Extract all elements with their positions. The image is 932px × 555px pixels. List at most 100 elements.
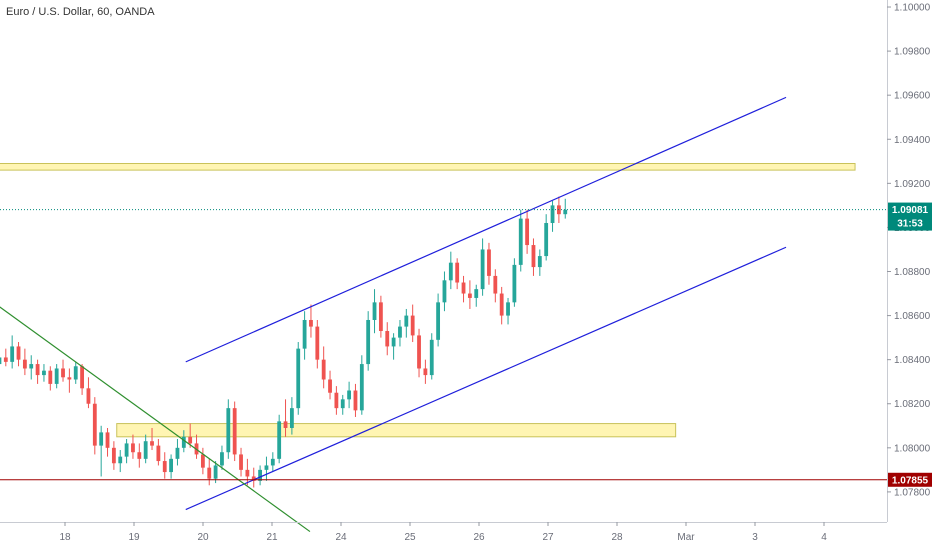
price-tick-label: 1.08800 bbox=[894, 267, 931, 278]
candle-body bbox=[328, 379, 332, 393]
time-tick-label: 20 bbox=[197, 532, 209, 543]
candle-body bbox=[61, 368, 65, 378]
candle-body bbox=[270, 458, 275, 466]
horizontal-lines-layer bbox=[0, 209, 887, 481]
candle-body bbox=[506, 302, 510, 316]
candle-body bbox=[474, 289, 479, 298]
candle-body bbox=[73, 366, 78, 380]
channel-upper-line[interactable] bbox=[185, 96, 787, 363]
candle-body bbox=[467, 293, 472, 298]
candle-body bbox=[436, 302, 441, 340]
candle-body bbox=[111, 447, 116, 464]
time-tick-label: 3 bbox=[752, 532, 758, 543]
candle-body bbox=[480, 249, 485, 290]
current-price-label: 1.09081 bbox=[892, 205, 929, 216]
candle-body bbox=[105, 432, 110, 448]
candle-body bbox=[48, 370, 53, 384]
candle-body bbox=[423, 368, 428, 376]
candle-body bbox=[42, 370, 46, 376]
time-tick-label: 18 bbox=[59, 532, 71, 543]
candle-body bbox=[16, 346, 21, 360]
candle-body bbox=[309, 319, 313, 327]
candle-body bbox=[131, 443, 135, 453]
candle-body bbox=[512, 264, 517, 303]
candle-body bbox=[181, 436, 186, 448]
candle-body bbox=[378, 302, 383, 332]
candle-body bbox=[277, 421, 282, 459]
price-tick-label: 1.09800 bbox=[894, 47, 931, 58]
candle-body bbox=[296, 348, 301, 409]
candle-body bbox=[537, 256, 542, 268]
candle-body bbox=[391, 337, 396, 347]
candle-body bbox=[385, 331, 390, 347]
candle-body bbox=[220, 452, 224, 466]
time-tick-label: 21 bbox=[266, 532, 278, 543]
candle-body bbox=[124, 443, 129, 457]
candle-body bbox=[372, 302, 377, 320]
candle-body bbox=[156, 445, 161, 462]
candle-body bbox=[442, 280, 447, 303]
candle-body bbox=[499, 293, 504, 316]
candle-body bbox=[22, 359, 27, 369]
candle-body bbox=[315, 326, 320, 360]
zone-rectangle[interactable] bbox=[0, 163, 856, 171]
channel-lower-line[interactable] bbox=[185, 246, 787, 511]
candle-body bbox=[232, 408, 237, 455]
candle-body bbox=[404, 315, 409, 327]
price-tick-label: 1.07800 bbox=[894, 487, 931, 498]
price-tick-label: 1.10000 bbox=[894, 3, 931, 14]
candle-body bbox=[544, 223, 549, 257]
zones-layer bbox=[0, 163, 856, 438]
candle-body bbox=[461, 282, 466, 294]
candle-body bbox=[245, 469, 250, 477]
price-tick-label: 1.09200 bbox=[894, 179, 931, 190]
time-tick-label: 26 bbox=[473, 532, 485, 543]
time-tick-label: Mar bbox=[677, 532, 695, 543]
candle-body bbox=[289, 408, 294, 428]
time-tick-label: 4 bbox=[821, 532, 827, 543]
time-tick-label: 25 bbox=[404, 532, 416, 543]
candle-body bbox=[10, 346, 15, 362]
drawings-layer[interactable] bbox=[0, 96, 787, 533]
candle-body bbox=[200, 454, 205, 468]
price-tick-label: 1.09600 bbox=[894, 91, 931, 102]
candle-body bbox=[531, 245, 536, 268]
candle-body bbox=[334, 392, 339, 409]
chart-title: Euro / U.S. Dollar, 60, OANDA bbox=[6, 6, 155, 18]
candle-body bbox=[137, 452, 142, 459]
countdown-timer-label: 31:53 bbox=[897, 219, 923, 230]
candle-body bbox=[99, 432, 104, 446]
candle-body bbox=[162, 461, 167, 473]
candle-body bbox=[80, 366, 85, 389]
price-tick-label: 1.08600 bbox=[894, 311, 931, 322]
candle-body bbox=[251, 476, 256, 481]
price-tick-label: 1.09400 bbox=[894, 135, 931, 146]
candle-body bbox=[143, 441, 148, 459]
zone-rectangle[interactable] bbox=[116, 423, 677, 438]
descending-trend-line[interactable] bbox=[0, 306, 311, 533]
candle-body bbox=[169, 458, 174, 473]
candle-body bbox=[321, 359, 326, 380]
candle-body bbox=[525, 218, 530, 246]
candle-body bbox=[35, 364, 40, 376]
candle-body bbox=[67, 377, 72, 380]
candles-layer bbox=[0, 196, 568, 488]
candle-body bbox=[188, 436, 193, 444]
candle-body bbox=[226, 408, 231, 453]
candle-body bbox=[175, 447, 180, 459]
candle-body bbox=[340, 399, 345, 409]
candle-body bbox=[283, 421, 288, 428]
support-price-label: 1.07855 bbox=[892, 475, 929, 486]
candle-body bbox=[359, 364, 364, 411]
price-tick-label: 1.08200 bbox=[894, 399, 931, 410]
candle-body bbox=[417, 335, 421, 369]
candle-body bbox=[487, 249, 491, 276]
candle-body bbox=[518, 218, 523, 265]
candle-body bbox=[455, 262, 460, 283]
candle-body bbox=[493, 275, 498, 294]
time-tick-label: 28 bbox=[611, 532, 623, 543]
time-tick-label: 19 bbox=[128, 532, 140, 543]
candle-body bbox=[550, 205, 555, 224]
